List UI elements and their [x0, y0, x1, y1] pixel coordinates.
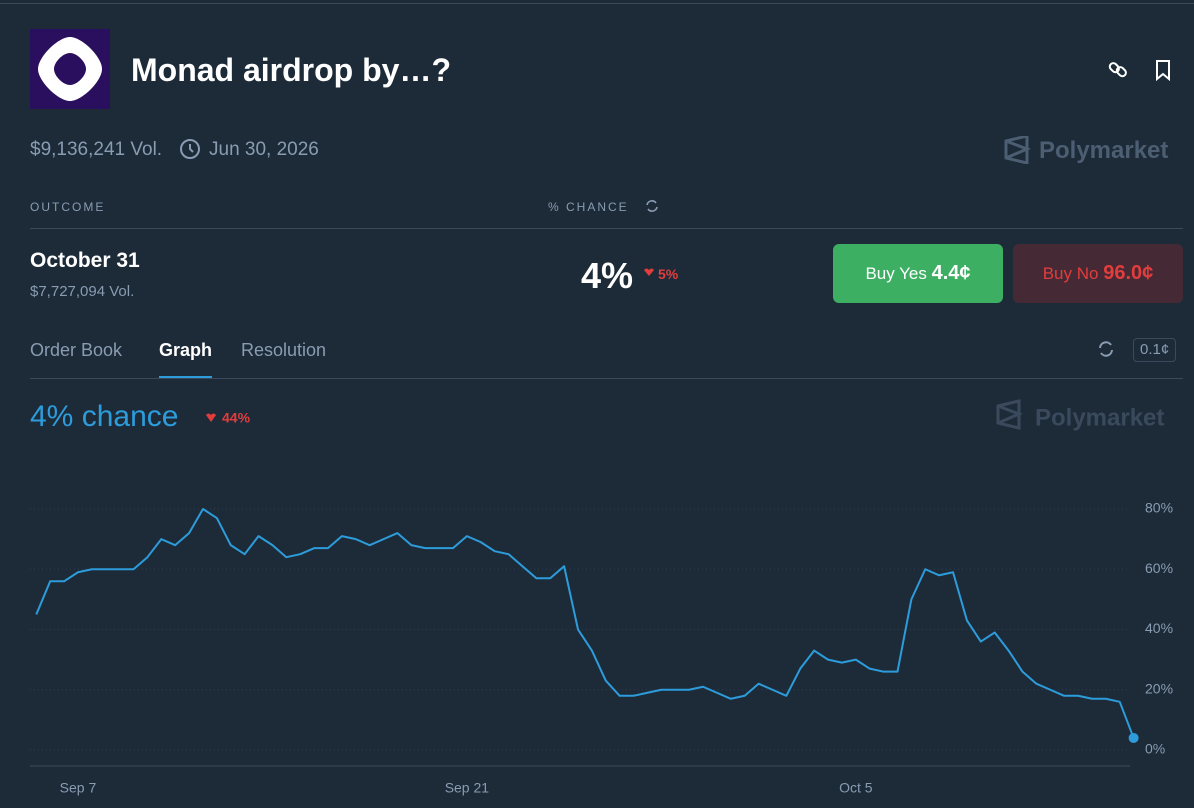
- outcome-change: 5%: [658, 266, 679, 282]
- x-tick-label: Oct 5: [839, 780, 873, 796]
- down-icon: [206, 413, 216, 422]
- volume: $9,136,241 Vol.: [30, 139, 163, 160]
- chart-brand: Polymarket: [1035, 404, 1164, 431]
- tab[interactable]: Resolution: [241, 340, 327, 360]
- last-point: [1128, 732, 1139, 743]
- top-border: [0, 3, 1194, 4]
- buy-yes-button[interactable]: Buy Yes 4.4¢: [833, 244, 1003, 303]
- outcome-volume: $7,727,094 Vol.: [30, 283, 135, 300]
- refresh-icon[interactable]: [1097, 340, 1115, 358]
- y-tick-label: 60%: [1145, 560, 1173, 576]
- header-icons[interactable]: [1106, 58, 1176, 82]
- brand-icon: [996, 399, 1023, 430]
- tab-indicator: [159, 376, 212, 378]
- brand: Polymarket: [1039, 137, 1169, 164]
- market-icon: [30, 29, 110, 109]
- chart: 4% chance 44% Polymarket 0% 20% 40% 60% 80% S…: [30, 399, 1173, 796]
- end-date: Jun 30, 2026: [209, 139, 319, 160]
- price-line: [35, 508, 1135, 739]
- x-tick-label: Sep 21: [445, 780, 490, 796]
- precision[interactable]: 0.1¢: [1133, 338, 1177, 362]
- brand-icon: [1004, 136, 1031, 164]
- divider: [30, 378, 1183, 379]
- refresh-icon[interactable]: [645, 199, 659, 213]
- y-tick-label: 80%: [1145, 500, 1173, 516]
- tab[interactable]: Graph: [159, 340, 213, 360]
- chart-change: 44%: [222, 410, 251, 426]
- column-header: OUTCOME: [30, 200, 106, 214]
- down-icon: [644, 268, 654, 276]
- outcome-name: October 31: [30, 249, 140, 272]
- tab[interactable]: Order Book: [30, 340, 123, 360]
- label: Buy No: [1042, 263, 1099, 283]
- column-header: % CHANCE: [548, 200, 629, 214]
- y-tick-label: 40%: [1145, 620, 1173, 636]
- outcome-chance: 4%: [581, 255, 634, 296]
- price: 96.0¢: [1103, 262, 1154, 284]
- buy-no-button[interactable]: Buy No 96.0¢: [1013, 244, 1183, 303]
- clock-icon: [180, 139, 200, 159]
- divider: [30, 228, 1183, 229]
- price: 4.4¢: [931, 262, 971, 284]
- x-tick-label: Sep 7: [60, 780, 97, 796]
- y-tick-label: 0%: [1145, 741, 1165, 757]
- y-tick-label: 20%: [1145, 680, 1173, 696]
- title: Monad airdrop by…?: [131, 52, 451, 88]
- chart-title: 4% chance: [30, 400, 178, 433]
- label: Buy Yes: [865, 263, 927, 283]
